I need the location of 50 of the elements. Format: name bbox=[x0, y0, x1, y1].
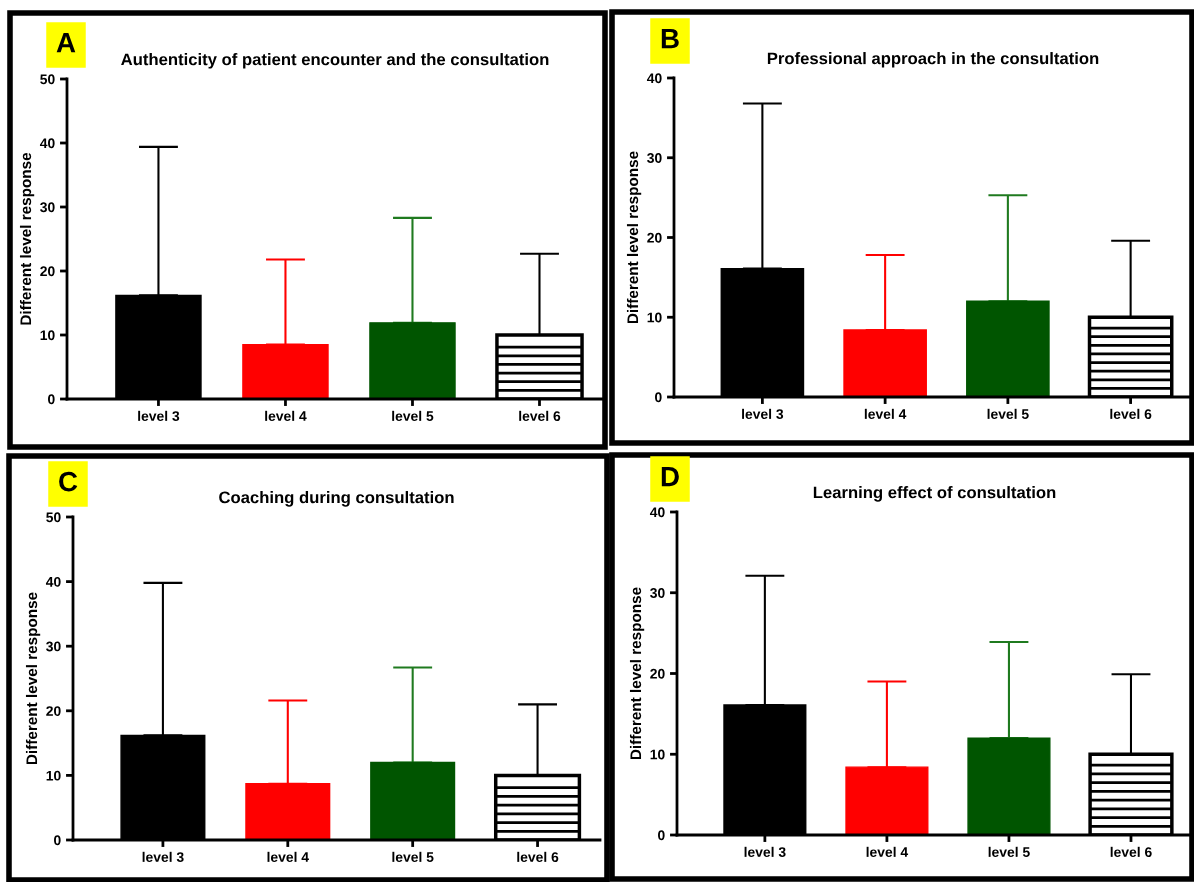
x-tick-label: level 5 bbox=[392, 851, 434, 863]
y-axis-title: Different level response bbox=[626, 151, 642, 324]
y-tick-label: 10 bbox=[650, 749, 665, 760]
y-tick-label: 40 bbox=[39, 138, 55, 149]
x-tick-label: level 3 bbox=[742, 408, 784, 420]
chart-title: Coaching during consultation bbox=[219, 491, 454, 507]
y-tick-label: 0 bbox=[48, 394, 55, 405]
y-tick-label: 20 bbox=[46, 706, 61, 716]
x-tick-label: level 6 bbox=[1110, 846, 1152, 858]
y-tick-label: 40 bbox=[649, 507, 665, 518]
chart-title: Professional approach in the consultation bbox=[767, 52, 1099, 68]
y-tick-label: 20 bbox=[40, 266, 55, 277]
text: D bbox=[661, 467, 679, 487]
y-tick-label: 20 bbox=[647, 232, 662, 243]
y-tick-label: 40 bbox=[45, 576, 61, 587]
x-tick-label: level 6 bbox=[1110, 408, 1152, 420]
y-tick-label: 20 bbox=[650, 668, 665, 679]
x-tick-label: level 3 bbox=[142, 851, 184, 863]
y-tick-label: 10 bbox=[46, 770, 61, 781]
y-axis-title: Different level response bbox=[25, 592, 41, 765]
x-tick-label: level 6 bbox=[517, 851, 559, 863]
y-tick-label: 40 bbox=[646, 73, 662, 84]
x-tick-label: level 4 bbox=[265, 410, 307, 422]
y-tick-label: 30 bbox=[40, 202, 55, 213]
x-tick-label: level 5 bbox=[392, 410, 434, 422]
chart-title: Learning effect of consultation bbox=[813, 486, 1056, 502]
y-axis-title: Different level response bbox=[19, 152, 35, 325]
y-tick-label: 10 bbox=[647, 312, 662, 323]
x-tick-label: level 5 bbox=[988, 846, 1030, 858]
y-tick-label: 30 bbox=[650, 588, 665, 598]
x-tick-label: level 4 bbox=[864, 408, 907, 420]
text: A bbox=[56, 33, 76, 53]
y-tick-label: 10 bbox=[40, 330, 55, 341]
chart-title: Authenticity of patient encounter and the consultation bbox=[121, 53, 549, 69]
y-tick-label: 50 bbox=[40, 74, 55, 85]
text: C bbox=[59, 471, 78, 492]
x-tick-label: level 3 bbox=[138, 410, 180, 422]
y-tick-label: 0 bbox=[54, 835, 61, 846]
x-tick-label: level 5 bbox=[987, 408, 1029, 420]
y-tick-label: 30 bbox=[647, 153, 662, 163]
x-tick-label: level 4 bbox=[866, 846, 909, 858]
y-tick-label: 0 bbox=[658, 830, 665, 841]
x-tick-label: level 3 bbox=[744, 846, 786, 858]
x-tick-label: level 6 bbox=[519, 410, 561, 422]
text: B bbox=[661, 29, 679, 49]
x-tick-label: level 4 bbox=[267, 851, 309, 863]
y-axis-title: Different level response bbox=[629, 587, 645, 760]
y-tick-label: 50 bbox=[46, 512, 61, 523]
y-tick-label: 30 bbox=[46, 641, 61, 652]
y-tick-label: 0 bbox=[655, 392, 662, 403]
